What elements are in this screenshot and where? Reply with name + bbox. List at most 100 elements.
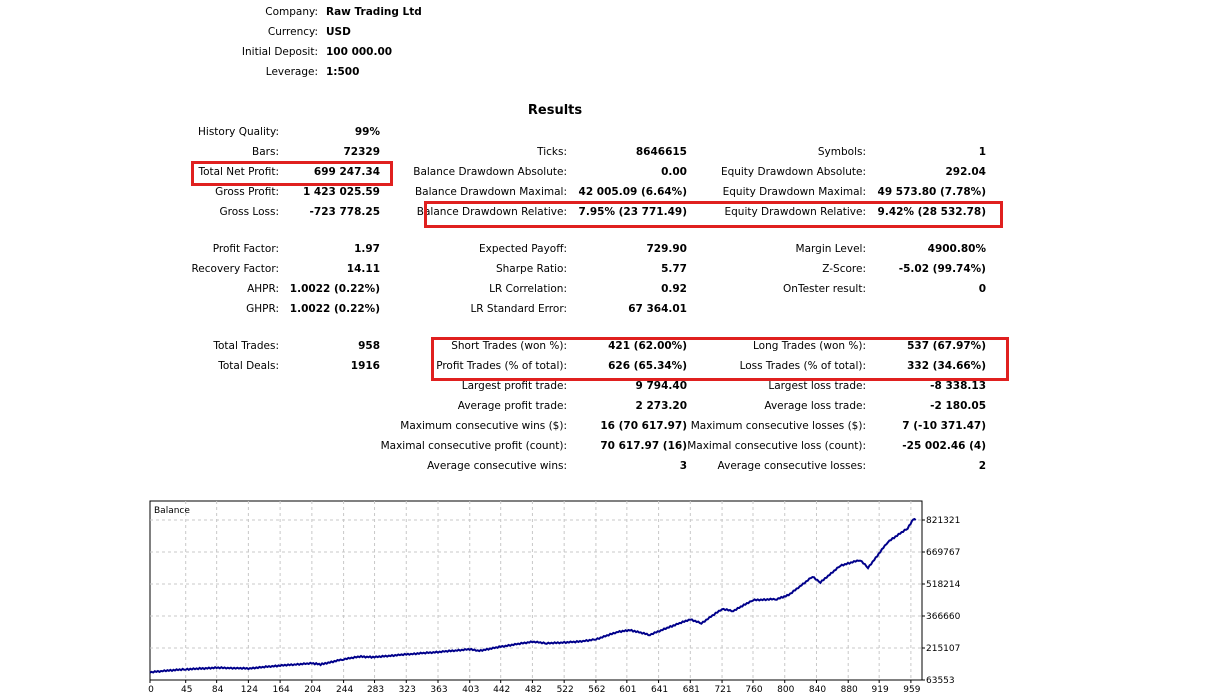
stat-value: 2 bbox=[978, 460, 986, 472]
highlight-total-net-profit bbox=[191, 161, 393, 186]
stat-value: 4900.80% bbox=[927, 243, 986, 255]
stat-label: Maximum consecutive losses ($): bbox=[690, 420, 866, 432]
stat-label: Total Trades: bbox=[213, 340, 279, 352]
stat-label: Average consecutive wins: bbox=[427, 460, 567, 472]
stat-value: 1 bbox=[978, 146, 986, 158]
stat-label: Z-Score: bbox=[822, 263, 866, 275]
stat-label: AHPR: bbox=[247, 283, 279, 295]
stat-label: Largest loss trade: bbox=[768, 380, 866, 392]
stat-label: Expected Payoff: bbox=[478, 243, 567, 255]
stat-label: Bars: bbox=[252, 146, 279, 158]
x-tick-label: 721 bbox=[714, 685, 731, 695]
stat-value: 67 364.01 bbox=[628, 303, 687, 315]
stat-label: Gross Loss: bbox=[219, 206, 280, 218]
header-label: Company: bbox=[265, 6, 318, 18]
stat-value: 292.04 bbox=[945, 166, 986, 178]
stat-value: -2 180.05 bbox=[930, 400, 986, 412]
x-tick-label: 124 bbox=[241, 685, 258, 695]
stat-value: 729.90 bbox=[646, 243, 687, 255]
stat-value: -5.02 (99.74%) bbox=[898, 263, 986, 275]
header-value: 1:500 bbox=[326, 66, 360, 78]
x-tick-label: 760 bbox=[745, 685, 762, 695]
stat-label: LR Correlation: bbox=[489, 283, 567, 295]
stat-label: Average consecutive losses: bbox=[717, 460, 866, 472]
stat-value: 0.00 bbox=[661, 166, 687, 178]
stat-value: 49 573.80 (7.78%) bbox=[877, 186, 986, 198]
stat-label: Total Deals: bbox=[218, 360, 279, 372]
x-tick-label: 562 bbox=[588, 685, 605, 695]
x-tick-label: 840 bbox=[809, 685, 826, 695]
y-tick-label: 366660 bbox=[926, 612, 961, 622]
x-tick-label: 403 bbox=[462, 685, 479, 695]
x-tick-label: 601 bbox=[619, 685, 636, 695]
stat-label: GHPR: bbox=[246, 303, 279, 315]
stat-label: Equity Drawdown Relative: bbox=[724, 206, 866, 218]
stat-value: 1.97 bbox=[354, 243, 380, 255]
x-tick-label: 522 bbox=[557, 685, 574, 695]
y-tick-label: 63553 bbox=[926, 676, 955, 686]
x-tick-label: 482 bbox=[525, 685, 542, 695]
stat-value: -25 002.46 (4) bbox=[902, 440, 986, 452]
x-tick-label: 681 bbox=[683, 685, 700, 695]
stat-label: Short Trades (won %): bbox=[451, 340, 567, 352]
x-tick-label: 641 bbox=[651, 685, 668, 695]
stat-label: Margin Level: bbox=[795, 243, 866, 255]
header-value: USD bbox=[326, 26, 351, 38]
stat-value: 42 005.09 (6.64%) bbox=[578, 186, 687, 198]
stat-label: OnTester result: bbox=[783, 283, 866, 295]
stat-label: Average profit trade: bbox=[457, 400, 567, 412]
x-tick-label: 283 bbox=[367, 685, 384, 695]
stat-label: Loss Trades (% of total): bbox=[739, 360, 866, 372]
stat-label: History Quality: bbox=[198, 126, 279, 138]
x-tick-label: 959 bbox=[903, 685, 920, 695]
stat-value: 72329 bbox=[343, 146, 380, 158]
stat-value: 70 617.97 (16) bbox=[600, 440, 687, 452]
stat-label: Symbols: bbox=[817, 146, 866, 158]
y-tick-label: 215107 bbox=[926, 644, 960, 654]
stat-value: 3 bbox=[679, 460, 687, 472]
stat-value: 1 423 025.59 bbox=[302, 186, 380, 198]
stat-value: 1.0022 (0.22%) bbox=[289, 283, 380, 295]
y-tick-label: 518214 bbox=[926, 580, 961, 590]
highlight-drawdown-relative bbox=[424, 201, 1003, 228]
stat-label: Sharpe Ratio: bbox=[495, 263, 567, 275]
chart-title: Balance bbox=[154, 506, 190, 516]
stat-value: 16 (70 617.97) bbox=[600, 420, 687, 432]
stat-label: Average loss trade: bbox=[764, 400, 866, 412]
x-tick-label: 363 bbox=[430, 685, 447, 695]
stat-label: Profit Factor: bbox=[212, 243, 279, 255]
x-tick-label: 800 bbox=[777, 685, 794, 695]
x-tick-label: 323 bbox=[399, 685, 416, 695]
stat-value: 0.92 bbox=[661, 283, 687, 295]
results-title: Results bbox=[527, 103, 583, 118]
stat-value: 421 (62.00%) bbox=[608, 340, 687, 352]
header-label: Currency: bbox=[267, 26, 318, 38]
x-tick-label: 244 bbox=[336, 685, 353, 695]
stat-value: 0 bbox=[978, 283, 986, 295]
stat-value: 332 (34.66%) bbox=[907, 360, 986, 372]
x-tick-label: 45 bbox=[181, 685, 192, 695]
x-tick-label: 0 bbox=[148, 685, 154, 695]
stat-label: Balance Drawdown Absolute: bbox=[413, 166, 567, 178]
stat-value: 537 (67.97%) bbox=[907, 340, 986, 352]
y-tick-label: 669767 bbox=[926, 548, 960, 558]
stat-label: Recovery Factor: bbox=[191, 263, 279, 275]
stat-value: 699 247.34 bbox=[313, 166, 380, 178]
stat-label: Ticks: bbox=[537, 146, 567, 158]
plot-area bbox=[149, 500, 923, 681]
x-tick-label: 84 bbox=[212, 685, 224, 695]
x-tick-label: 204 bbox=[304, 685, 321, 695]
stat-value: 8646615 bbox=[635, 146, 687, 158]
y-tick-label: 821321 bbox=[926, 516, 960, 526]
stat-label: Long Trades (won %): bbox=[752, 340, 866, 352]
stat-label: Maximal consecutive loss (count): bbox=[687, 440, 866, 452]
header-label: Initial Deposit: bbox=[241, 46, 318, 58]
stat-label: Total Net Profit: bbox=[198, 166, 279, 178]
stat-label: LR Standard Error: bbox=[470, 303, 567, 315]
stat-label: Equity Drawdown Maximal: bbox=[722, 186, 866, 198]
stat-label: Largest profit trade: bbox=[461, 380, 567, 392]
stat-value: 1.0022 (0.22%) bbox=[289, 303, 380, 315]
stat-value: 2 273.20 bbox=[635, 400, 687, 412]
stat-value: 626 (65.34%) bbox=[608, 360, 687, 372]
stat-label: Equity Drawdown Absolute: bbox=[720, 166, 866, 178]
